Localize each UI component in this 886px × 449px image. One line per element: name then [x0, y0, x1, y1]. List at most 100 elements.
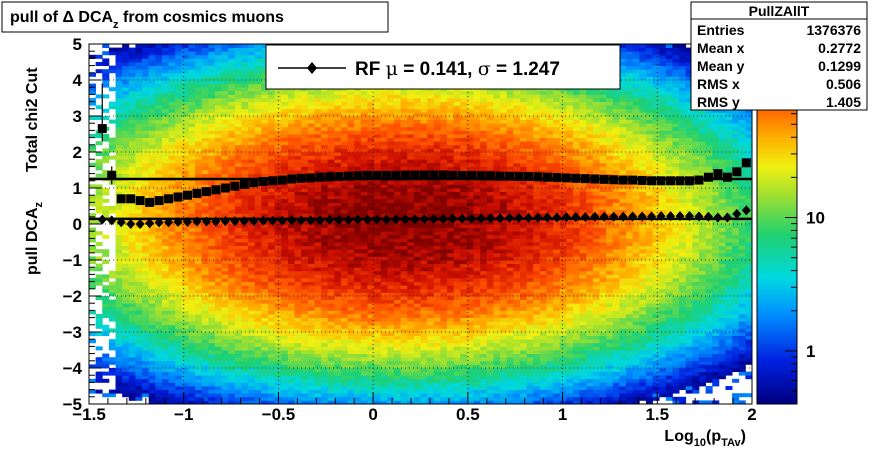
heatmap-cell [261, 274, 269, 279]
heatmap-cell [161, 166, 169, 171]
heatmap-cell [367, 152, 375, 156]
heatmap-cell [367, 180, 375, 185]
heatmap-cell [433, 346, 441, 351]
heatmap-cell [214, 195, 222, 200]
heatmap-cell [321, 198, 329, 203]
heatmap-cell [241, 195, 249, 200]
heatmap-cell [221, 378, 229, 383]
heatmap-cell [228, 321, 236, 326]
heatmap-cell [142, 83, 150, 88]
heatmap-cell [161, 51, 169, 56]
heatmap-cell [234, 213, 242, 218]
heatmap-cell [301, 285, 309, 290]
heatmap-cell [367, 198, 375, 203]
heatmap-cell [281, 317, 289, 322]
heatmap-cell [321, 324, 329, 329]
heatmap-cell [360, 270, 368, 275]
heatmap-cell [261, 310, 269, 315]
heatmap-cell [287, 105, 295, 110]
heatmap-cell [228, 252, 236, 257]
heatmap-cell [287, 393, 295, 398]
heatmap-cell [420, 364, 428, 369]
heatmap-cell [214, 252, 222, 257]
heatmap-cell [327, 360, 335, 365]
heatmap-cell [268, 213, 276, 218]
heatmap-cell [427, 242, 435, 246]
heatmap-cell [261, 112, 269, 117]
heatmap-cell [374, 386, 382, 390]
heatmap-cell [380, 386, 388, 390]
heatmap-cell [175, 80, 183, 84]
heatmap-cell [314, 231, 322, 236]
heatmap-cell [188, 278, 196, 282]
heatmap-cell [135, 180, 143, 185]
heatmap-cell [208, 105, 216, 110]
heatmap-cell [181, 263, 189, 268]
heatmap-cell [248, 256, 256, 261]
heatmap-cell [314, 94, 322, 99]
heatmap-cell [155, 54, 163, 59]
heatmap-cell [307, 360, 315, 365]
heatmap-cell [427, 274, 435, 279]
heatmap-cell [135, 54, 143, 59]
heatmap-cell [248, 170, 256, 174]
heatmap-cell [214, 278, 222, 282]
heatmap-cell [380, 206, 388, 210]
heatmap-cell [208, 224, 216, 228]
heatmap-cell [400, 335, 408, 340]
heatmap-cell [334, 260, 342, 264]
heatmap-cell [268, 360, 276, 365]
heatmap-cell [281, 162, 289, 167]
heatmap-cell [155, 152, 163, 156]
heatmap-cell [420, 112, 428, 117]
heatmap-cell [347, 119, 355, 124]
heatmap-cell [413, 252, 421, 257]
heatmap-cell [413, 144, 421, 149]
heatmap-cell [427, 310, 435, 315]
heatmap-cell [307, 162, 315, 167]
heatmap-cell [234, 393, 242, 398]
heatmap-cell [427, 141, 435, 146]
heatmap-cell [261, 396, 269, 401]
heatmap-cell [95, 69, 103, 74]
heatmap-cell [301, 342, 309, 347]
heatmap-cell [413, 155, 421, 160]
heatmap-cell [327, 213, 335, 218]
heatmap-cell [274, 357, 282, 362]
heatmap-cell [181, 306, 189, 311]
heatmap-cell [175, 83, 183, 88]
heatmap-cell [268, 202, 276, 207]
heatmap-cell [135, 321, 143, 326]
heatmap-cell [314, 350, 322, 354]
heatmap-cell [221, 144, 229, 149]
heatmap-cell [221, 137, 229, 142]
heatmap-cell [115, 123, 123, 128]
heatmap-cell [122, 386, 130, 390]
heatmap-cell [367, 224, 375, 228]
heatmap-cell [413, 360, 421, 365]
heatmap-cell [241, 159, 249, 164]
heatmap-cell [201, 267, 209, 272]
heatmap-cell [108, 87, 116, 92]
heatmap-cell [155, 314, 163, 318]
heatmap-cell [108, 303, 116, 308]
heatmap-cell [161, 152, 169, 156]
heatmap-cell [241, 364, 249, 369]
heatmap-cell [321, 328, 329, 333]
heatmap-cell [228, 44, 236, 48]
heatmap-cell [108, 317, 116, 322]
heatmap-cell [234, 400, 242, 405]
heatmap-cell [380, 321, 388, 326]
heatmap-cell [400, 260, 408, 264]
heatmap-cell [195, 357, 203, 362]
heatmap-cell [221, 90, 229, 95]
heatmap-cell [181, 69, 189, 74]
heatmap-cell [108, 360, 116, 365]
heatmap-cell [307, 350, 315, 354]
heatmap-cell [287, 256, 295, 261]
heatmap-cell [89, 256, 97, 261]
heatmap-cell [148, 357, 156, 362]
heatmap-cell [393, 332, 402, 336]
heatmap-cell [168, 72, 176, 77]
heatmap-cell [268, 393, 276, 398]
